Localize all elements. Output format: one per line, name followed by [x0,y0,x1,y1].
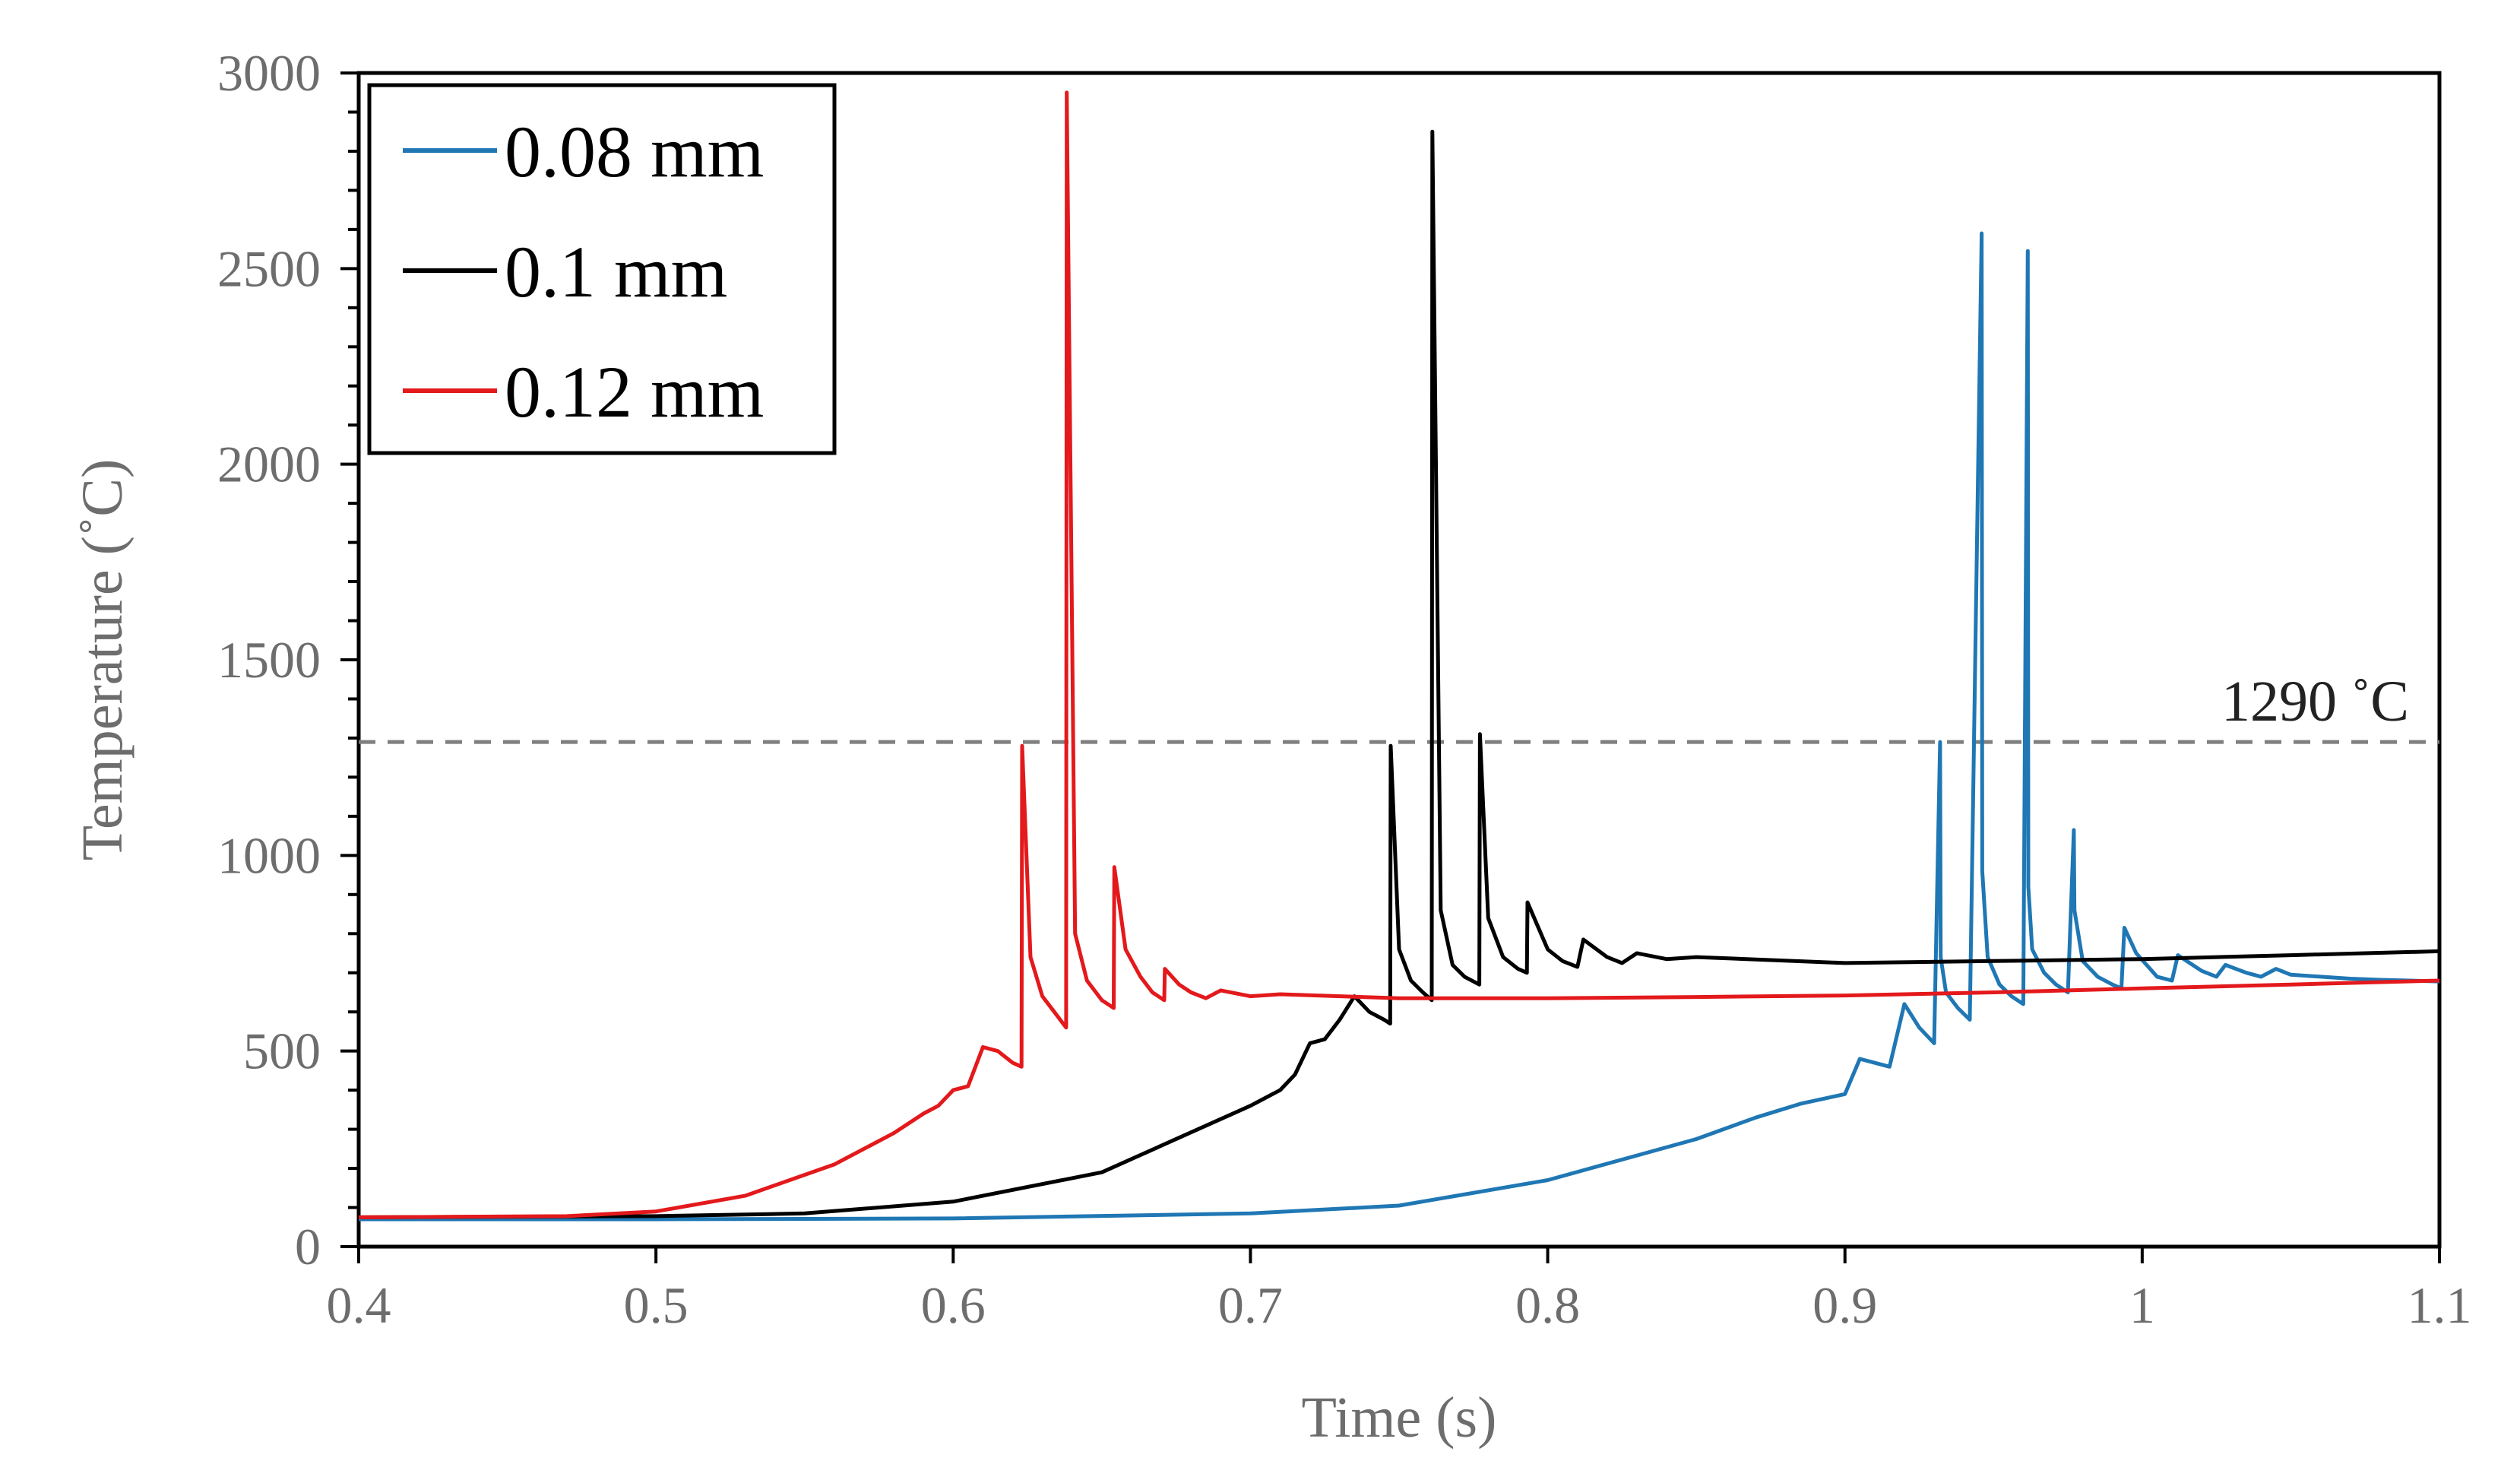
series-layer [358,90,2440,1222]
legend-item-3: 0.12 mm [403,351,764,433]
x-tick-label: 1.1 [2408,1276,2472,1334]
legend-item-2: 0.1 mm [403,231,727,312]
x-tick-label: 0.9 [1812,1276,1877,1334]
y-tick-label: 2500 [217,239,321,297]
axes-layer: 0.4 0.5 0.6 0.7 0.8 0.9 1 1.1 0 500 1000 1500 2000 25… [217,44,2472,1334]
y-tick-label: 1000 [217,826,321,884]
reference-line-label: 1290 ˚C [2221,670,2409,734]
legend-label: 0.08 mm [505,111,764,192]
legend-item-1: 0.08 mm [403,111,764,192]
y-tick-label: 0 [295,1218,321,1276]
x-tick-label: 0.7 [1218,1276,1283,1334]
series-line-3 [358,90,2440,1219]
x-axis-title: Time (s) [1302,1386,1497,1450]
x-tick-label: 0.6 [921,1276,986,1334]
legend: 0.08 mm 0.1 mm 0.12 mm [367,83,837,455]
y-axis-title: Temperature (˚C) [71,459,135,861]
y-tick-label: 500 [243,1022,321,1080]
y-tick-label: 1500 [217,631,321,689]
y-tick-label: 3000 [217,44,321,102]
legend-label: 0.12 mm [505,351,764,433]
series-line-2 [358,129,2440,1219]
y-tick-label: 2000 [217,436,321,493]
x-tick-label: 0.5 [624,1276,689,1334]
x-tick-label: 0.8 [1515,1276,1580,1334]
x-tick-label: 1 [2129,1276,2155,1334]
x-tick-label: 0.4 [327,1276,391,1334]
legend-label: 0.1 mm [505,231,727,312]
series-line-1 [359,231,2440,1222]
